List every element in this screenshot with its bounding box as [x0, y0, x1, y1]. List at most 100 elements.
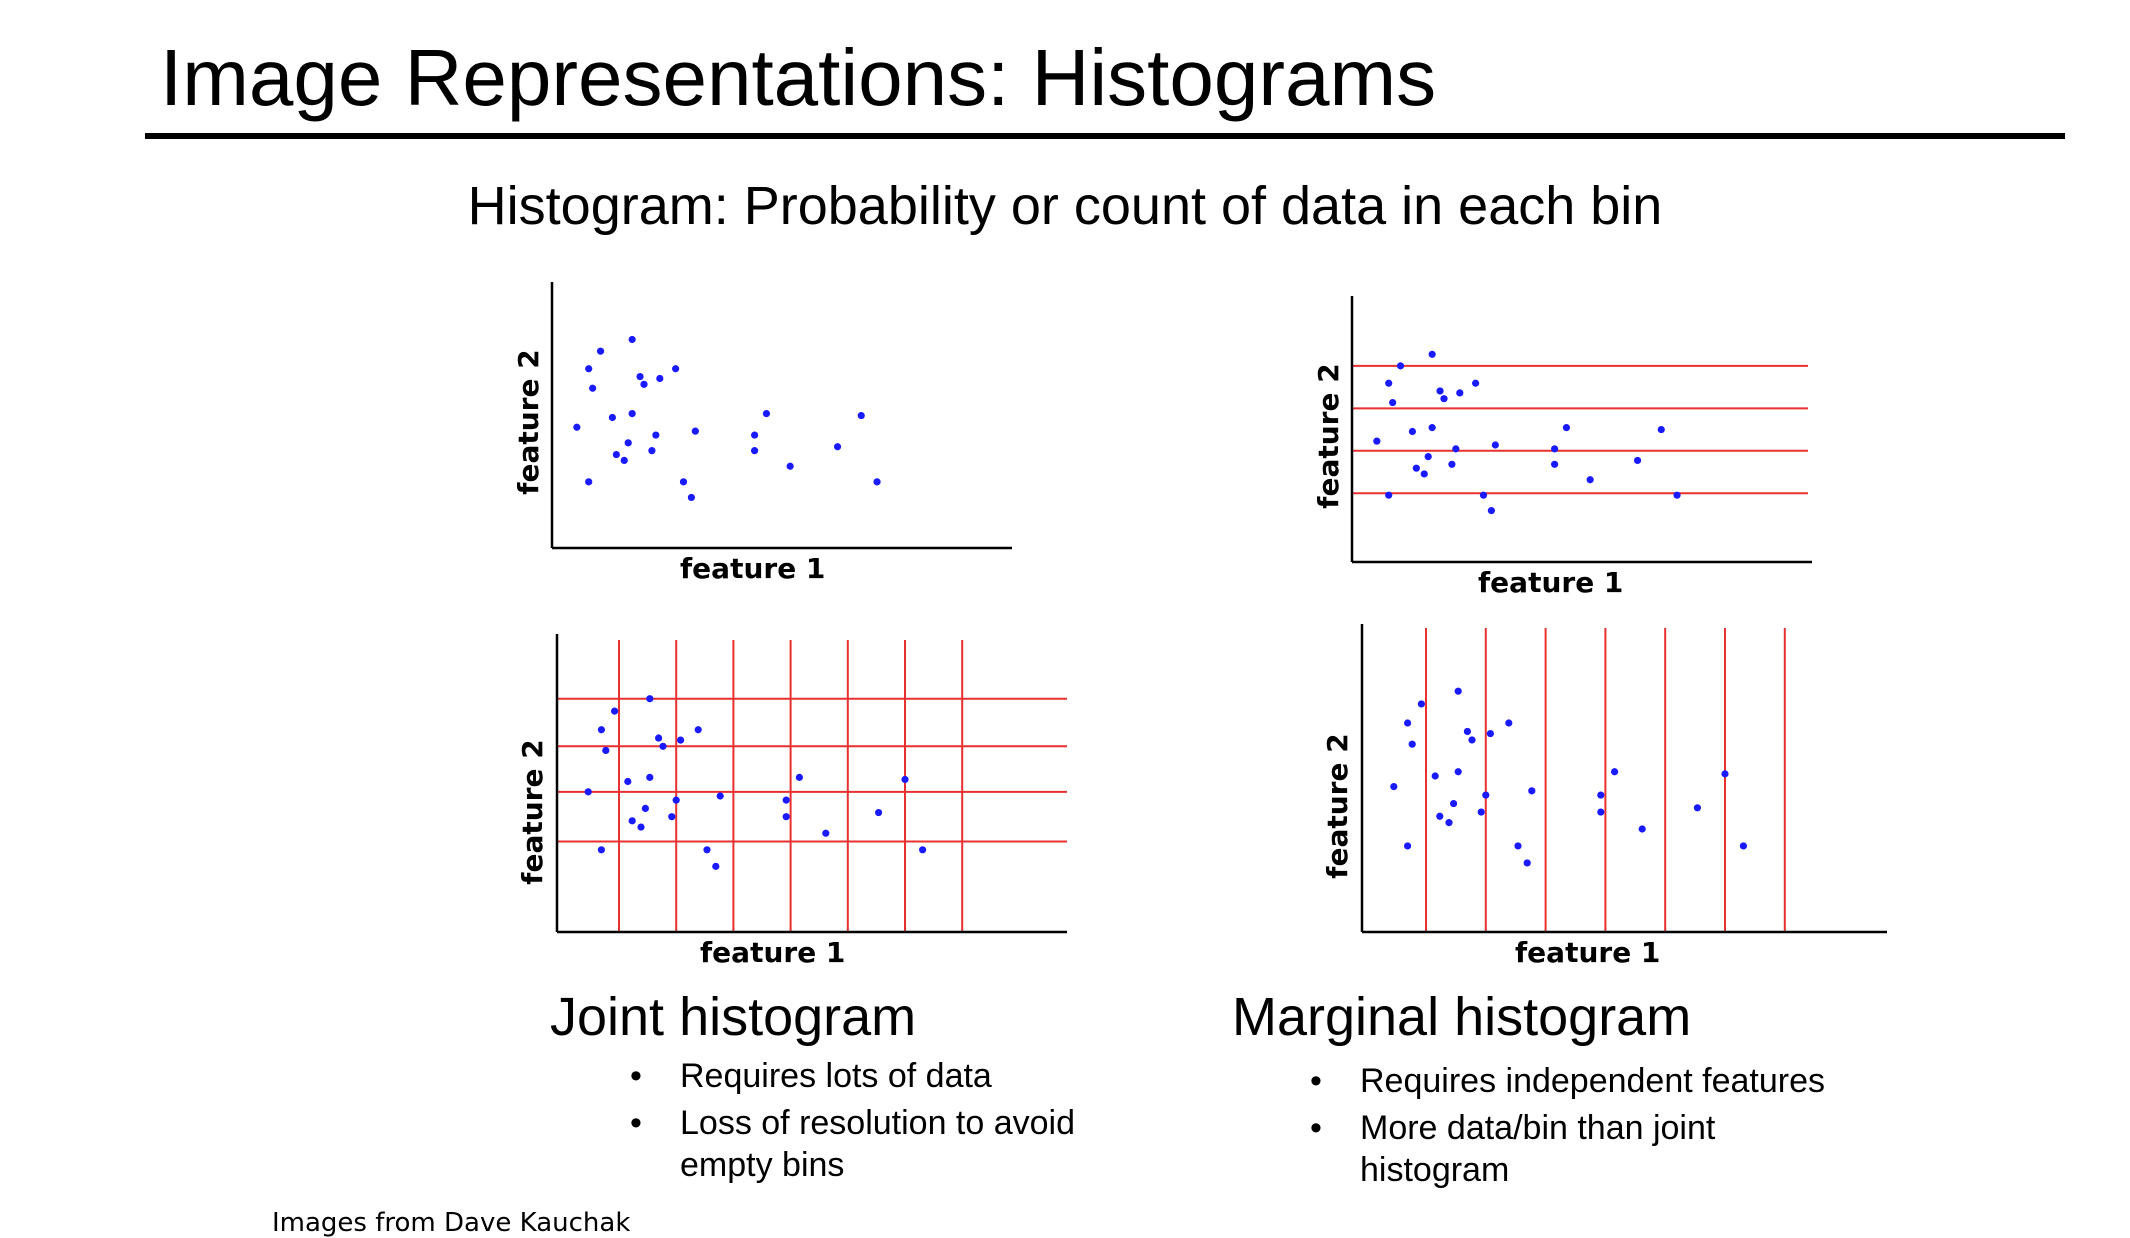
data-point [1657, 425, 1665, 434]
data-point [1412, 464, 1420, 472]
data-point [608, 413, 617, 422]
data-point [646, 695, 654, 703]
data-point [1673, 491, 1681, 499]
y-axis-label: feature 2 [516, 739, 549, 884]
data-point [1385, 379, 1393, 387]
data-point [640, 380, 648, 388]
data-point [691, 427, 699, 435]
marginal-bullet-item: • Requires independent features [1310, 1060, 1830, 1102]
data-point [624, 777, 632, 786]
data-point [1528, 787, 1536, 795]
data-point [1428, 424, 1436, 432]
joint-bullet-text: Requires lots of data [680, 1057, 992, 1095]
slide-subtitle: Histogram: Probability or count of data … [467, 176, 1663, 236]
data-point [636, 372, 644, 381]
data-point [822, 829, 830, 837]
data-point [1491, 441, 1499, 449]
data-point [656, 374, 664, 383]
data-point [1445, 819, 1453, 827]
data-point [1482, 791, 1490, 799]
data-point [762, 410, 771, 418]
data-point [857, 411, 865, 420]
data-point [677, 736, 685, 744]
data-point [1597, 791, 1605, 799]
data-point [1390, 783, 1398, 791]
data-point [1468, 736, 1476, 744]
x-axis-label: feature 1 [680, 552, 825, 585]
joint-bullet-item: • Loss of resolution to avoid empty bins [630, 1102, 1110, 1186]
marginal-histogram-caption: Marginal histogram [1232, 987, 1692, 1047]
y-axis-label: feature 2 [1312, 363, 1345, 508]
data-point [1454, 687, 1462, 695]
data-point [786, 462, 794, 470]
data-point [694, 726, 702, 734]
data-point [1408, 740, 1416, 748]
joint-histogram-caption: Joint histogram [550, 987, 917, 1047]
data-point [1428, 350, 1436, 358]
data-point [1450, 799, 1458, 808]
data-point [1551, 460, 1559, 468]
data-point [628, 335, 636, 344]
data-point [703, 846, 711, 854]
data-point [1373, 437, 1381, 445]
data-point [659, 742, 667, 750]
data-point [687, 493, 696, 502]
data-point [1562, 424, 1571, 432]
data-point [652, 431, 660, 439]
data-point [1477, 808, 1485, 816]
data-point [1452, 445, 1460, 453]
y-axis-label: feature 2 [1321, 733, 1354, 878]
data-point [672, 796, 680, 804]
data-point [597, 846, 606, 854]
image-credit: Images from Dave Kauchak [272, 1208, 631, 1238]
data-point [1487, 507, 1495, 515]
data-point [585, 478, 593, 486]
data-point [1479, 491, 1488, 499]
data-point [628, 410, 636, 418]
data-point [751, 447, 759, 455]
data-point [875, 808, 883, 817]
data-point [1486, 730, 1494, 738]
marginal-bullet-text: Requires independent features [1360, 1062, 1825, 1100]
data-point [1514, 842, 1522, 850]
data-point [596, 347, 605, 355]
data-point [1404, 842, 1412, 850]
data-point [648, 447, 656, 455]
data-point [1721, 770, 1729, 778]
data-point [1404, 719, 1412, 727]
data-point [1472, 379, 1480, 387]
data-point [1551, 445, 1559, 453]
data-point [901, 775, 909, 784]
data-point [584, 788, 592, 796]
data-point [637, 823, 645, 831]
data-point [573, 423, 581, 431]
data-point [1417, 700, 1425, 708]
data-point [624, 439, 632, 447]
data-point [612, 450, 620, 459]
data-point [672, 365, 680, 373]
data-point [782, 813, 790, 821]
data-point [589, 384, 597, 392]
marginal-bullet-item: • More data/bin than joint histogram [1310, 1107, 1830, 1191]
data-point [611, 707, 619, 715]
data-point [1396, 362, 1405, 370]
data-point [716, 792, 724, 800]
data-point [712, 862, 720, 870]
data-point [1436, 812, 1444, 820]
data-point [1431, 772, 1439, 780]
data-point [795, 773, 804, 781]
x-axis-label: feature 1 [1515, 936, 1660, 969]
bullet-icon: • [1310, 1109, 1322, 1147]
data-point [668, 813, 676, 821]
data-point [1633, 456, 1642, 465]
data-point [1440, 395, 1448, 403]
data-point [873, 478, 881, 486]
data-point [602, 746, 610, 755]
data-point [641, 804, 650, 813]
data-point [1505, 719, 1513, 727]
data-point [1385, 491, 1393, 499]
data-point [919, 846, 927, 854]
marginal-bullet-text: More data/bin than joint histogram [1360, 1109, 1716, 1189]
data-point [1389, 398, 1397, 407]
data-point [679, 478, 688, 486]
